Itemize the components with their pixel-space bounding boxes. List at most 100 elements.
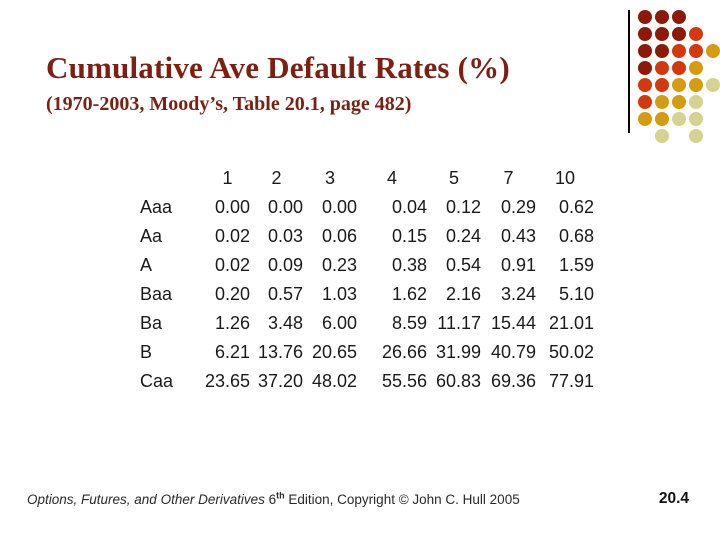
rate-cell: 50.02 bbox=[548, 342, 594, 362]
decoration-dot bbox=[689, 61, 703, 75]
rate-cell: 23.65 bbox=[205, 371, 251, 391]
rate-cell: 0.43 bbox=[500, 226, 536, 246]
table-row: Ba 1.26 3.48 6.00 8.59 11.17 15.44 21.01 bbox=[140, 309, 594, 338]
footer-book-title: Options, Futures, and Other Derivatives bbox=[27, 492, 265, 507]
rate-cell: 21.01 bbox=[548, 313, 594, 333]
year-column-header: 2 bbox=[271, 168, 282, 188]
decoration-dot bbox=[672, 112, 686, 126]
decoration-dot bbox=[655, 10, 669, 24]
decoration-dot bbox=[689, 27, 703, 41]
decoration-dot bbox=[655, 61, 669, 75]
table-row: B 6.21 13.76 20.65 26.66 31.99 40.79 50.02 bbox=[140, 338, 594, 367]
rating-row-label: B bbox=[140, 342, 153, 362]
year-column-header: 1 bbox=[222, 168, 233, 188]
rate-cell: 15.44 bbox=[490, 313, 536, 333]
decoration-dot bbox=[638, 27, 652, 41]
decoration-dot bbox=[672, 10, 686, 24]
rate-cell: 0.54 bbox=[445, 255, 481, 275]
table-row: Caa 23.65 37.20 48.02 55.56 60.83 69.36 77.91 bbox=[140, 367, 594, 396]
rate-cell: 6.21 bbox=[214, 342, 250, 362]
decoration-dot bbox=[672, 61, 686, 75]
rate-cell: 6.00 bbox=[321, 313, 357, 333]
rating-row-label: A bbox=[140, 255, 153, 275]
decoration-dot bbox=[638, 44, 652, 58]
rate-cell: 0.38 bbox=[391, 255, 427, 275]
rate-cell: 60.83 bbox=[435, 371, 481, 391]
table-row: Aaa 0.00 0.00 0.00 0.04 0.12 0.29 0.62 bbox=[140, 193, 594, 222]
rate-cell: 20.65 bbox=[311, 342, 357, 362]
rate-cell: 26.66 bbox=[381, 342, 427, 362]
decoration-dot bbox=[672, 44, 686, 58]
rate-cell: 0.15 bbox=[391, 226, 427, 246]
rate-cell: 0.20 bbox=[214, 284, 250, 304]
rate-cell: 31.99 bbox=[435, 342, 481, 362]
decoration-dot bbox=[689, 78, 703, 92]
footer-copyright-text: Edition, Copyright © John C. Hull 2005 bbox=[284, 492, 520, 507]
rate-cell: 11.17 bbox=[437, 313, 481, 333]
year-column-header: 5 bbox=[448, 168, 459, 188]
rate-cell: 0.29 bbox=[500, 197, 536, 217]
rating-row-label: Caa bbox=[140, 371, 174, 391]
rate-cell: 0.62 bbox=[558, 197, 594, 217]
rate-cell: 69.36 bbox=[490, 371, 536, 391]
rate-cell: 2.16 bbox=[445, 284, 481, 304]
rate-cell: 0.23 bbox=[321, 255, 357, 275]
decoration-dot bbox=[655, 78, 669, 92]
rate-cell: 0.00 bbox=[321, 197, 357, 217]
decoration-dot bbox=[655, 95, 669, 109]
decoration-dot bbox=[655, 27, 669, 41]
decoration-dot bbox=[655, 129, 669, 143]
decoration-dot bbox=[638, 61, 652, 75]
year-column-header: 4 bbox=[386, 168, 397, 188]
rate-cell: 0.12 bbox=[445, 197, 481, 217]
table-row: A 0.02 0.09 0.23 0.38 0.54 0.91 1.59 bbox=[140, 251, 594, 280]
rate-cell: 0.91 bbox=[500, 255, 536, 275]
decoration-dot bbox=[638, 10, 652, 24]
table-row: Aa 0.02 0.03 0.06 0.15 0.24 0.43 0.68 bbox=[140, 222, 594, 251]
decoration-dot bbox=[706, 44, 720, 58]
default-rates-table-wrap: 1 2 3 4 5 7 10 Aaa 0.00 0.00 0.00 0.04 0.12 0.29 0.62… bbox=[140, 164, 594, 396]
footer-credit: Options, Futures, and Other Derivatives … bbox=[27, 490, 520, 508]
rate-cell: 77.91 bbox=[548, 371, 594, 391]
rate-cell: 0.24 bbox=[445, 226, 481, 246]
decoration-dot bbox=[638, 78, 652, 92]
rate-cell: 0.04 bbox=[391, 197, 427, 217]
rate-cell: 0.57 bbox=[267, 284, 303, 304]
rate-cell: 0.02 bbox=[214, 255, 250, 275]
rate-cell: 55.56 bbox=[381, 371, 427, 391]
rate-cell: 3.48 bbox=[267, 313, 303, 333]
decoration-dot bbox=[655, 44, 669, 58]
decoration-dot bbox=[689, 44, 703, 58]
footer-edition-number: 6 bbox=[268, 492, 277, 507]
decoration-dot bbox=[689, 112, 703, 126]
footer-edition-superscript: th bbox=[276, 490, 285, 501]
rate-cell: 5.10 bbox=[558, 284, 594, 304]
page-number: 20.4 bbox=[658, 490, 689, 507]
rate-cell: 1.26 bbox=[214, 313, 250, 333]
rate-cell: 0.02 bbox=[214, 226, 250, 246]
rate-cell: 0.06 bbox=[321, 226, 357, 246]
decoration-dot bbox=[638, 112, 652, 126]
decoration-dot bbox=[672, 95, 686, 109]
decoration-dot bbox=[689, 129, 703, 143]
rate-cell: 40.79 bbox=[490, 342, 536, 362]
decoration-dot bbox=[638, 95, 652, 109]
rate-cell: 0.00 bbox=[267, 197, 303, 217]
rate-cell: 0.00 bbox=[214, 197, 250, 217]
year-column-header: 3 bbox=[324, 168, 335, 188]
default-rates-table: 1 2 3 4 5 7 10 Aaa 0.00 0.00 0.00 0.04 0.12 0.29 0.62… bbox=[140, 164, 594, 396]
rate-cell: 1.59 bbox=[558, 255, 594, 275]
rate-cell: 48.02 bbox=[311, 371, 357, 391]
table-corner-cell bbox=[140, 164, 205, 193]
decoration-dot bbox=[689, 95, 703, 109]
rate-cell: 0.03 bbox=[267, 226, 303, 246]
rate-cell: 1.03 bbox=[321, 284, 357, 304]
rate-cell: 0.09 bbox=[267, 255, 303, 275]
rate-cell: 37.20 bbox=[257, 371, 303, 391]
rate-cell: 3.24 bbox=[500, 284, 536, 304]
rate-cell: 0.68 bbox=[558, 226, 594, 246]
rating-row-label: Baa bbox=[140, 284, 173, 304]
table-row: Baa 0.20 0.57 1.03 1.62 2.16 3.24 5.10 bbox=[140, 280, 594, 309]
rate-cell: 13.76 bbox=[257, 342, 303, 362]
